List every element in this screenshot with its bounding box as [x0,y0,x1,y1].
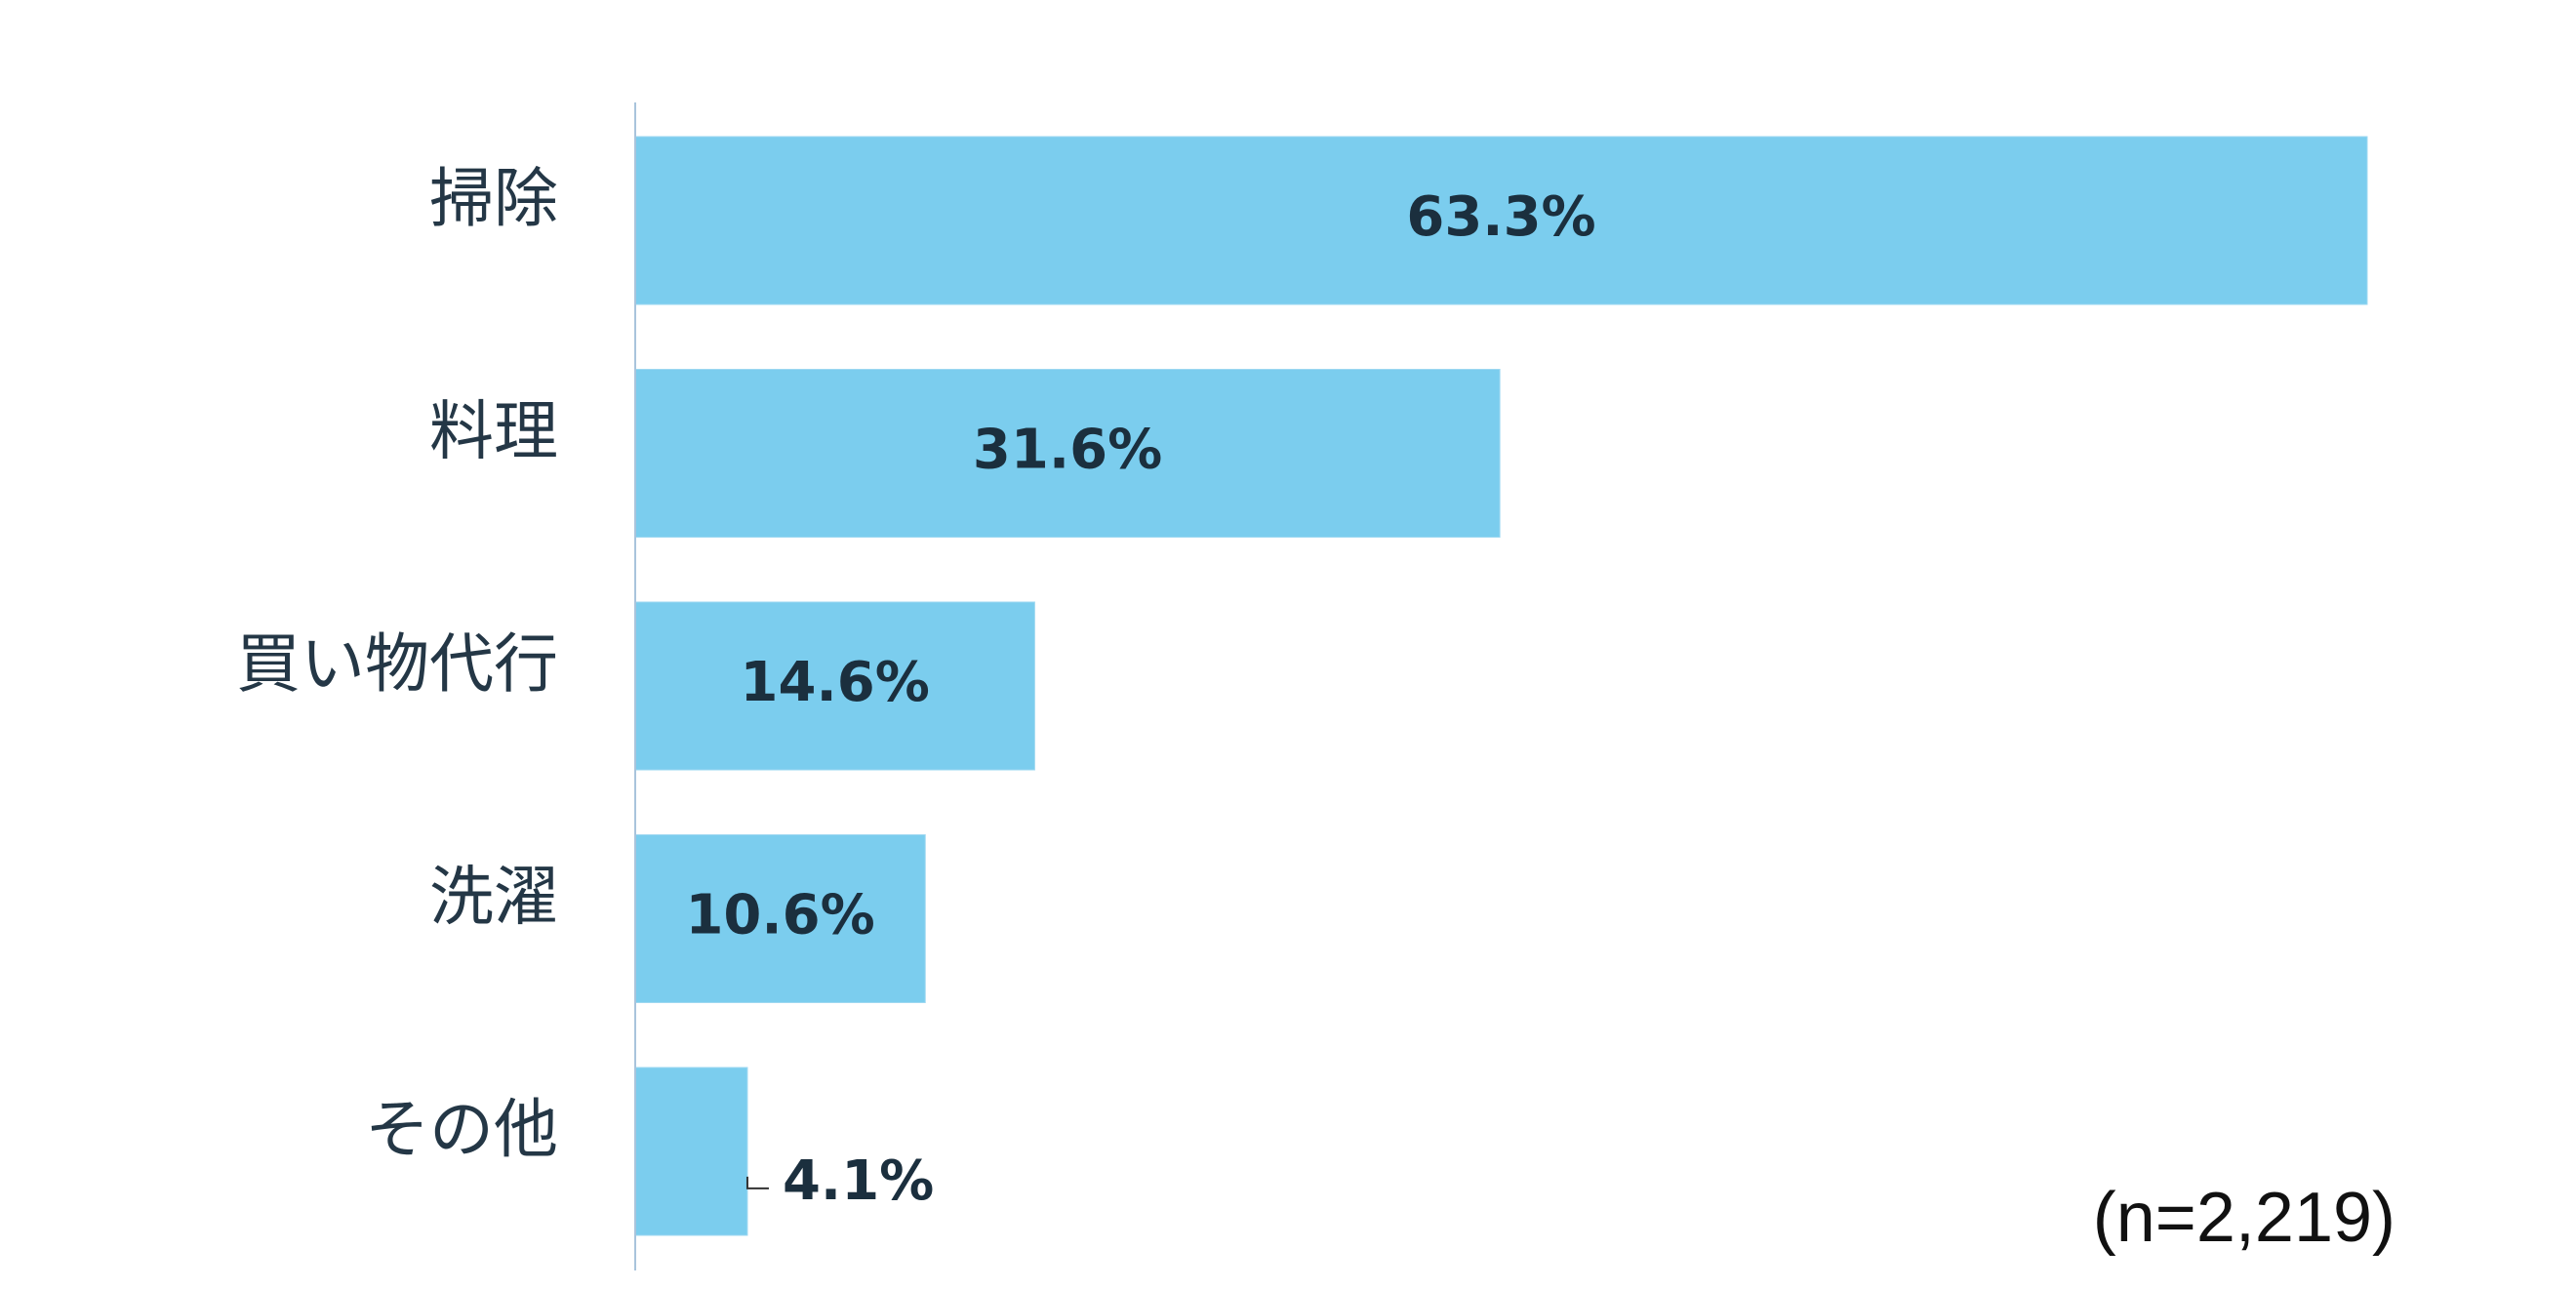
bar-4 [634,834,926,1003]
value-labels: 63.3% 31.6% 14.6% 10.6% 4.1% [685,185,1595,1213]
leader-lines [745,1176,769,1189]
value-label: 63.3% [1406,185,1595,249]
value-label: 14.6% [741,651,930,714]
leader-line [745,1176,769,1189]
category-label: 掃除 [429,161,558,236]
bar-1 [634,136,2368,305]
category-label: その他 [365,1092,558,1167]
category-label: 買い物代行 [236,626,558,702]
category-label: 料理 [429,394,558,469]
bars-layer [634,136,2368,1236]
value-label: 4.1% [783,1149,934,1213]
bar-2 [634,369,1501,538]
sample-size-note: (n=2,219) [2093,1179,2395,1257]
value-label: 31.6% [973,419,1162,482]
value-label: 10.6% [685,884,874,947]
bar-3 [634,601,1035,771]
category-label: 洗濯 [429,860,558,935]
bar-5 [634,1067,748,1236]
